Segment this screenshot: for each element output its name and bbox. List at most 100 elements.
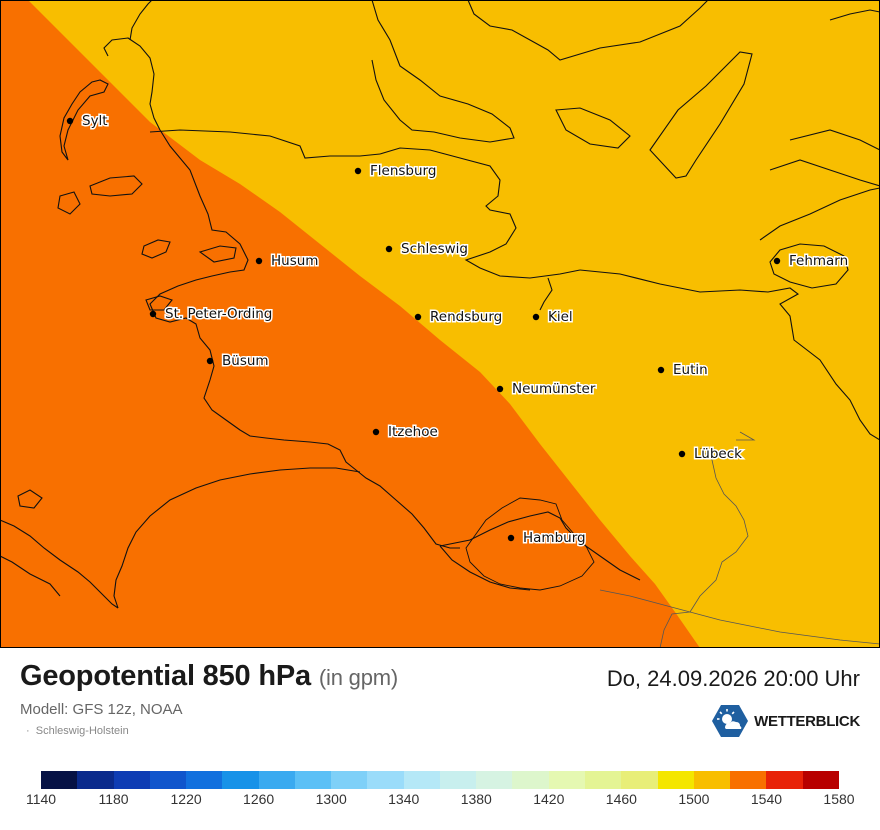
region-name: Schleswig-Holstein: [35, 725, 129, 737]
color-scale-tick-label: 1500: [678, 791, 710, 807]
city-label: Kiel: [548, 309, 573, 325]
city-label: Itzehoe: [388, 424, 438, 440]
color-scale-cell: [476, 771, 513, 789]
city-halo: Fehmarn: [789, 253, 848, 269]
color-scale-cell: [367, 771, 404, 789]
city-halo: Itzehoe: [388, 424, 438, 440]
color-scale-cell: [41, 771, 78, 789]
geopotential-field-low: [0, 0, 700, 648]
city-halo: Husum: [271, 253, 318, 269]
brand-name: WETTERBLICK: [754, 712, 860, 730]
city-dot: [678, 450, 686, 458]
color-scale-cell: [403, 771, 440, 789]
city-halo: Neumünster: [512, 381, 596, 397]
color-scale-tick-label: 1460: [605, 791, 637, 807]
city-label: Flensburg: [370, 163, 436, 179]
color-scale-cell: [766, 771, 803, 789]
sun-cloud-logo-icon: [712, 705, 749, 737]
city-label: Neumünster: [512, 381, 596, 397]
color-scale-cell: [258, 771, 295, 789]
city-dot: [149, 310, 157, 318]
coastlines: [0, 0, 880, 648]
color-scale-tick-label: 1140: [25, 791, 57, 807]
city-dot: [657, 366, 665, 374]
color-scale-cell: [186, 771, 223, 789]
color-scale-cell: [331, 771, 368, 789]
city-halo: Lübeck: [694, 446, 742, 462]
city-dot: [255, 257, 263, 265]
color-scale-tick-label: 1180: [98, 791, 129, 807]
color-scale-cell: [621, 771, 658, 789]
city-dot: [206, 357, 214, 365]
city-halo: Schleswig: [401, 241, 468, 257]
city-halo: Hamburg: [523, 530, 586, 546]
color-scale: [41, 771, 839, 789]
city-dot: [372, 428, 380, 436]
color-scale-cell: [77, 771, 114, 789]
city-label: St. Peter-Ording: [165, 306, 272, 322]
color-scale-cell: [439, 771, 477, 789]
color-scale-cell: [294, 771, 332, 789]
city-halo: St. Peter-Ording: [165, 306, 272, 322]
color-scale-cell: [693, 771, 731, 789]
city-halo: Büsum: [222, 353, 269, 369]
city-halo: Rendsburg: [430, 309, 502, 325]
color-scale-ticks: 1140 1180 1220 1260 1300 1340 1380 1420 1460 1500…: [0, 791, 880, 811]
city-label: Hamburg: [523, 530, 586, 546]
color-scale-cell: [548, 771, 585, 789]
color-scale-cell: [113, 771, 150, 789]
city-label: Eutin: [673, 362, 708, 378]
map-footer: Geopotential 850 hPa (in gpm) Modell: GFS…: [0, 648, 880, 830]
city-label: Sylt: [82, 113, 108, 129]
color-scale-cell: [149, 771, 187, 789]
city-dot: [66, 117, 74, 125]
city-halo: Sylt: [82, 113, 108, 129]
city-dot: [414, 313, 422, 321]
color-scale-tick-label: 1340: [388, 791, 420, 807]
title-unit: (in gpm): [318, 665, 399, 690]
color-scale-cell: [802, 771, 839, 789]
brand-logo[interactable]: WETTERBLICK: [712, 704, 860, 738]
city-dot: [773, 257, 781, 265]
city-halo: Kiel: [548, 309, 573, 325]
color-scale-tick-label: 1580: [823, 791, 855, 807]
map-title: Geopotential 850 hPa (in gpm): [20, 660, 398, 693]
city-label: Schleswig: [401, 241, 468, 257]
color-scale-cell: [584, 771, 622, 789]
color-scale-tick-label: 1380: [460, 791, 492, 807]
color-scale-tick-label: 1220: [170, 791, 202, 807]
color-scale-cell: [657, 771, 694, 789]
city-dot: [496, 385, 504, 393]
city-dot: [507, 534, 515, 542]
city-label: Husum: [271, 253, 318, 269]
color-scale-cell: [512, 771, 549, 789]
forecast-datetime: Do, 24.09.2026 20:00 Uhr: [606, 666, 860, 691]
city-label: Rendsburg: [430, 309, 502, 325]
model-info: Modell: GFS 12z, NOAA: [20, 701, 183, 718]
city-dot: [354, 167, 362, 175]
city-dot: [532, 313, 540, 321]
title-text: Geopotential 850 hPa: [20, 660, 311, 692]
city-halo: Flensburg: [370, 163, 436, 179]
color-scale-tick-label: 1420: [533, 791, 565, 807]
color-scale-tick-label: 1300: [315, 791, 347, 807]
color-scale-tick-label: 1540: [750, 791, 783, 807]
city-halo: Eutin: [673, 362, 708, 378]
city-label: Büsum: [222, 353, 269, 369]
